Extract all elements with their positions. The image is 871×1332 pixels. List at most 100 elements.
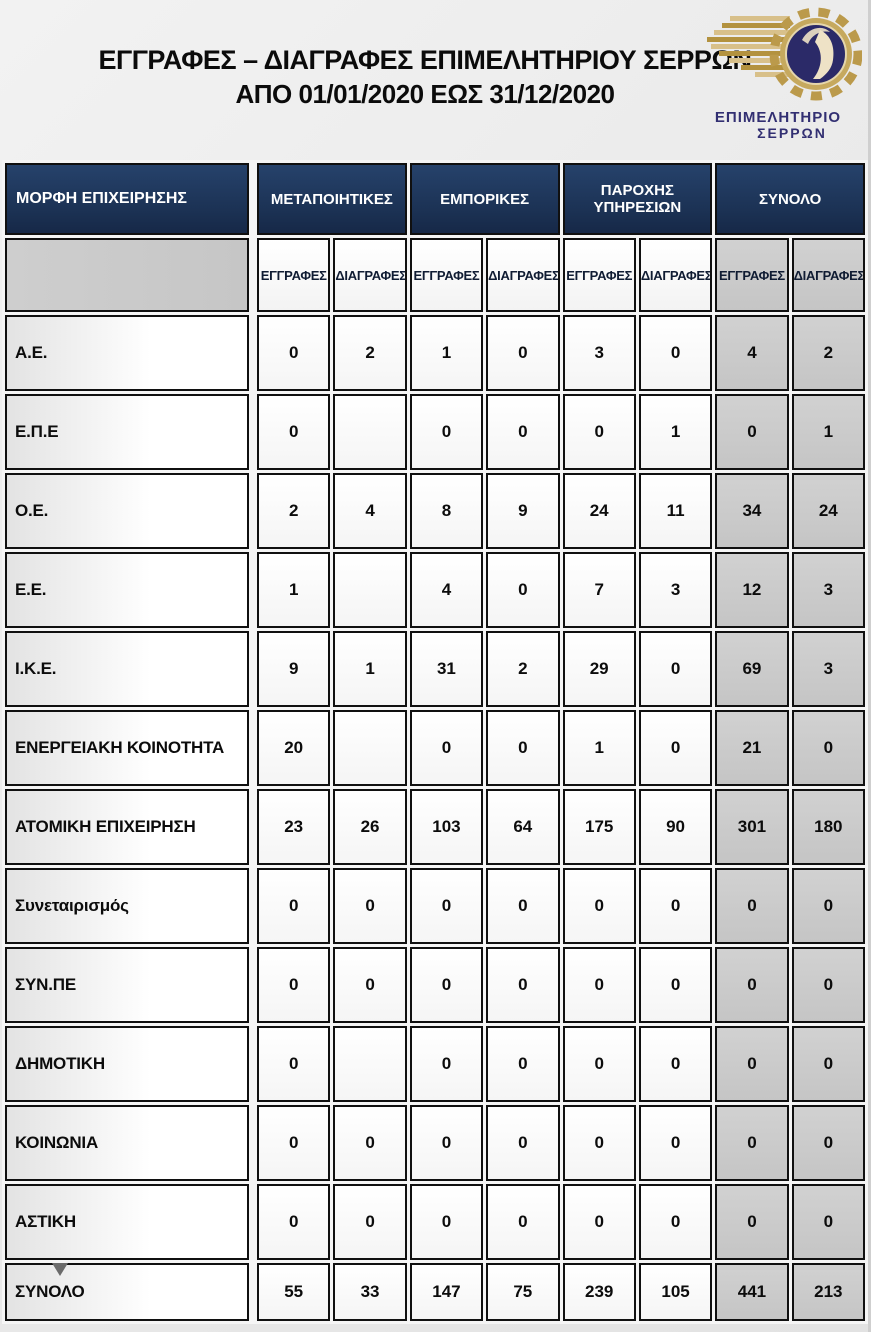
value-cell-total: 0	[715, 1184, 789, 1260]
row-label-cell: ΑΣΤΙΚΗ	[5, 1184, 249, 1260]
value-cell: 0	[257, 394, 331, 470]
value-cell: 0	[562, 947, 636, 1023]
subheader-cell: ΕΓΓΡΑΦΕΣ	[257, 238, 331, 312]
total-label-cell: ΣΥΝΟΛΟ	[5, 1263, 249, 1321]
group-header-manufacturing: ΜΕΤΑΠΟΙΗΤΙΚΕΣ	[257, 163, 407, 235]
column-gap	[252, 315, 254, 391]
subheader-cell: ΔΙΑΓΡΑΦΕΣ	[333, 238, 407, 312]
row-label-cell: Ε.Ε.	[5, 552, 249, 628]
report-title-block: ΕΓΓΡΑΦΕΣ – ΔΙΑΓΡΑΦΕΣ ΕΠΙΜΕΛΗΤΗΡΙΟΥ ΣΕΡΡΩ…	[55, 44, 795, 112]
value-cell: 0	[638, 947, 713, 1023]
value-cell: 0	[409, 1026, 484, 1102]
value-cell: 0	[257, 1105, 331, 1181]
corner-header-cell: ΜΟΡΦΗ ΕΠΙΧΕΙΡΗΣΗΣ	[5, 163, 249, 235]
value-cell: 3	[638, 552, 713, 628]
value-cell: 0	[257, 947, 331, 1023]
total-row: ΣΥΝΟΛΟ 55 33 147 75 239 105 441 213	[5, 1263, 865, 1321]
corner-subheader-cell	[5, 238, 249, 312]
column-gap	[252, 1026, 254, 1102]
value-cell-total: 34	[715, 473, 789, 549]
value-cell: 20	[257, 710, 331, 786]
row-label-cell: Ι.Κ.Ε.	[5, 631, 249, 707]
value-cell-total: 0	[791, 868, 865, 944]
total-value-cell: 33	[333, 1263, 407, 1321]
table-row: ΑΤΟΜΙΚΗ ΕΠΙΧΕΙΡΗΣΗ 23 26 103 64 175 90 3…	[5, 789, 865, 865]
value-cell: 0	[638, 631, 713, 707]
row-label-cell: ΣΥΝ.ΠΕ	[5, 947, 249, 1023]
value-cell: 1	[409, 315, 484, 391]
value-cell: 0	[486, 947, 560, 1023]
value-cell-total: 0	[791, 710, 865, 786]
row-label-cell: ΕΝΕΡΓΕΙΑΚΗ ΚΟΙΝΟΤΗΤΑ	[5, 710, 249, 786]
value-cell	[333, 710, 407, 786]
value-cell: 0	[409, 710, 484, 786]
column-gap	[252, 868, 254, 944]
table-row: Συνεταιρισμός 0 0 0 0 0 0 0 0	[5, 868, 865, 944]
value-cell: 0	[409, 868, 484, 944]
value-cell	[333, 394, 407, 470]
group-header-commercial: ΕΜΠΟΡΙΚΕΣ	[409, 163, 560, 235]
logo-text-line2: ΣΕΡΡΩΝ	[757, 124, 827, 141]
row-label-cell: Α.Ε.	[5, 315, 249, 391]
value-cell: 0	[257, 1184, 331, 1260]
value-cell: 1	[562, 710, 636, 786]
row-label-cell: ΑΤΟΜΙΚΗ ΕΠΙΧΕΙΡΗΣΗ	[5, 789, 249, 865]
row-label-cell: Ο.Ε.	[5, 473, 249, 549]
value-cell: 1	[257, 552, 331, 628]
total-value-cell: 441	[715, 1263, 789, 1321]
subheader-cell-total: ΔΙΑΓΡΑΦΕΣ	[791, 238, 865, 312]
value-cell: 26	[333, 789, 407, 865]
value-cell: 0	[486, 315, 560, 391]
cursor-marker	[52, 1263, 68, 1276]
value-cell: 31	[409, 631, 484, 707]
value-cell: 0	[486, 868, 560, 944]
value-cell: 0	[333, 947, 407, 1023]
subheader-cell: ΔΙΑΓΡΑΦΕΣ	[486, 238, 560, 312]
value-cell: 0	[333, 868, 407, 944]
subheader-cell: ΔΙΑΓΡΑΦΕΣ	[638, 238, 713, 312]
value-cell: 9	[486, 473, 560, 549]
value-cell: 0	[486, 710, 560, 786]
report-title: ΕΓΓΡΑΦΕΣ – ΔΙΑΓΡΑΦΕΣ ΕΠΙΜΕΛΗΤΗΡΙΟΥ ΣΕΡΡΩ…	[98, 45, 752, 75]
value-cell: 2	[486, 631, 560, 707]
value-cell: 29	[562, 631, 636, 707]
value-cell: 1	[638, 394, 713, 470]
value-cell: 0	[562, 394, 636, 470]
value-cell-total: 0	[791, 1105, 865, 1181]
value-cell-total: 4	[715, 315, 789, 391]
table-row: ΔΗΜΟΤΙΚΗ 0 0 0 0 0 0 0	[5, 1026, 865, 1102]
table-row: ΕΝΕΡΓΕΙΑΚΗ ΚΟΙΝΟΤΗΤΑ 20 0 0 1 0 21 0	[5, 710, 865, 786]
value-cell-total: 0	[791, 947, 865, 1023]
table-row: ΑΣΤΙΚΗ 0 0 0 0 0 0 0 0	[5, 1184, 865, 1260]
value-cell-total: 0	[715, 1026, 789, 1102]
table-row: ΣΥΝ.ΠΕ 0 0 0 0 0 0 0 0	[5, 947, 865, 1023]
value-cell: 64	[486, 789, 560, 865]
total-value-cell: 105	[638, 1263, 713, 1321]
logo-text: ΕΠΙΜΕΛΗΤΗΡΙΟ ΣΕΡΡΩΝ	[693, 110, 863, 140]
value-cell-total: 24	[791, 473, 865, 549]
column-gap	[252, 473, 254, 549]
logo-text-line1: ΕΠΙΜΕΛΗΤΗΡΙΟ	[714, 109, 842, 126]
value-cell-total: 301	[715, 789, 789, 865]
value-cell: 4	[409, 552, 484, 628]
column-gap	[252, 394, 254, 470]
value-cell: 0	[562, 868, 636, 944]
column-gap	[252, 163, 254, 235]
value-cell: 0	[486, 1026, 560, 1102]
value-cell: 103	[409, 789, 484, 865]
value-cell-total: 0	[715, 394, 789, 470]
value-cell: 0	[638, 1105, 713, 1181]
column-gap	[252, 631, 254, 707]
value-cell: 0	[409, 1105, 484, 1181]
table-row: Ε.Π.Ε 0 0 0 0 1 0 1	[5, 394, 865, 470]
value-cell: 3	[562, 315, 636, 391]
column-gap	[252, 1105, 254, 1181]
value-cell: 2	[333, 315, 407, 391]
value-cell-total: 0	[715, 1105, 789, 1181]
value-cell: 0	[409, 1184, 484, 1260]
value-cell-total: 69	[715, 631, 789, 707]
value-cell: 0	[638, 1026, 713, 1102]
value-cell: 1	[333, 631, 407, 707]
group-header-services: ΠΑΡΟΧΗΣ ΥΠΗΡΕΣΙΩΝ	[562, 163, 713, 235]
